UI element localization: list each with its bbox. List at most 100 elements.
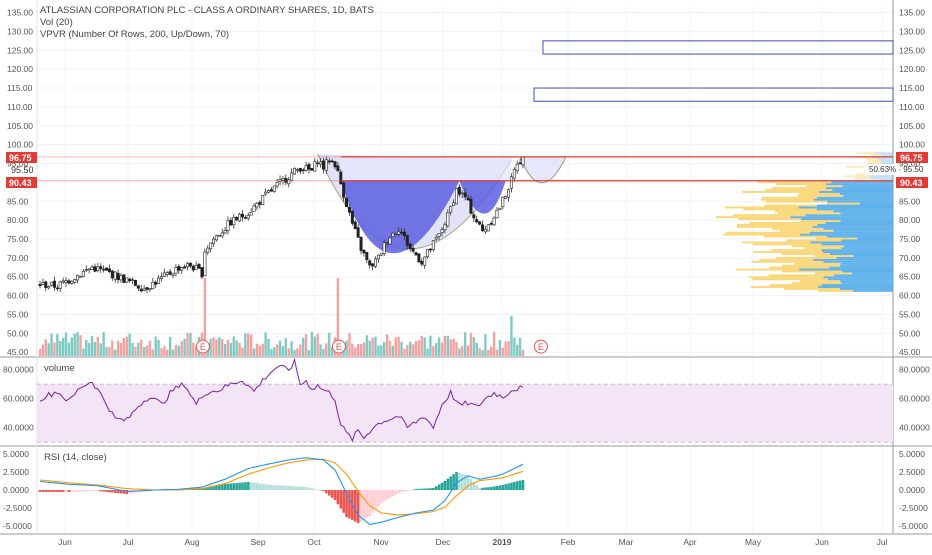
candle-body <box>269 189 273 192</box>
price-axis-tick-right: 60.00 <box>899 291 921 301</box>
macd-histogram-bar <box>105 490 108 492</box>
price-levels[interactable] <box>37 156 893 182</box>
handle-projection[interactable] <box>519 156 567 184</box>
volume-bar <box>328 332 331 356</box>
volume-profile-up-row <box>841 239 893 242</box>
macd-histogram-bar <box>119 490 123 494</box>
macd-histogram-bar <box>298 486 302 490</box>
macd-histogram-bar <box>518 480 522 490</box>
macd-histogram-bar <box>238 482 241 490</box>
target-box-113[interactable] <box>533 87 894 102</box>
volume-profile-up-row <box>816 208 893 211</box>
volume-bar <box>168 336 172 356</box>
cup-fill[interactable] <box>340 180 460 254</box>
macd-histogram-bar <box>50 490 53 493</box>
macd-histogram-bar <box>362 490 366 520</box>
macd-histogram-bar <box>90 490 94 492</box>
volume-bar <box>56 333 59 356</box>
volume-profile-up-row <box>812 225 893 228</box>
macd-axis-tick-right: 0.0000 <box>899 485 925 495</box>
volume-profile-up-row <box>831 181 893 184</box>
volume-profile-up-row <box>881 159 893 162</box>
macd-histogram-bar <box>58 490 62 493</box>
volume-profile-up-row <box>878 158 893 160</box>
target-boxes[interactable] <box>533 40 894 102</box>
candle-body <box>73 279 77 283</box>
candle-body <box>232 216 236 225</box>
volume-bar <box>151 349 154 356</box>
candle-body <box>44 281 48 288</box>
volume-bar <box>140 339 143 356</box>
macd-histogram-bar <box>440 482 444 490</box>
candle-body <box>252 205 256 212</box>
earnings-marker[interactable] <box>195 339 210 354</box>
macd-histogram-bar <box>507 483 510 490</box>
cup-and-handle[interactable] <box>317 153 567 254</box>
volume-bar <box>241 347 244 356</box>
volume-bar <box>102 332 105 356</box>
macd-histogram-bar <box>495 485 499 490</box>
volume-profile-up-row <box>840 212 893 215</box>
candle-body <box>151 281 155 290</box>
cup-right-fill[interactable] <box>459 180 506 214</box>
volume-profile-up-row <box>817 223 893 226</box>
cup-rim-band[interactable] <box>340 156 512 181</box>
candle-body <box>278 179 282 182</box>
volume-bar <box>273 347 276 356</box>
candle-body <box>321 160 325 170</box>
candle-body <box>388 237 392 245</box>
macd-histogram-bar <box>275 485 279 490</box>
candle-body <box>159 276 163 279</box>
macd-histogram-bar <box>478 487 481 490</box>
candle-body <box>67 280 71 284</box>
macd-histogram-bar <box>61 490 65 493</box>
rsi-axis-tick-left: 60.0000 <box>3 394 34 404</box>
volume-profile-up-row <box>853 254 893 257</box>
macd-histogram-bar <box>466 475 470 490</box>
candle-body <box>197 263 201 269</box>
earnings-marker[interactable] <box>533 339 548 354</box>
candle-body <box>449 206 453 213</box>
price-axis-tick-left: 110.00 <box>7 102 33 112</box>
volume-profile-down-row <box>760 198 814 201</box>
volume-profile-down-row <box>763 235 827 238</box>
volume-profile-down-row <box>772 187 827 190</box>
earnings-marker[interactable] <box>331 339 346 354</box>
target-box-125[interactable] <box>542 40 894 55</box>
candle-body <box>223 230 227 234</box>
volume-bar <box>481 349 484 356</box>
candle-body <box>400 231 404 234</box>
volume-profile-down-row <box>725 231 810 234</box>
volume-profile-down-row <box>752 278 829 281</box>
volume-profile-down-row <box>792 245 845 248</box>
candle-body <box>272 185 276 192</box>
macd-histogram-bar <box>301 486 305 490</box>
candle-body <box>402 231 406 237</box>
volume-bar <box>105 347 108 356</box>
macd-histogram-bar <box>513 481 516 490</box>
price-axis-tick-left: 130.00 <box>7 26 33 36</box>
volume-bar <box>229 342 233 356</box>
time-axis-label: Feb <box>561 537 576 547</box>
candle-body <box>478 221 482 225</box>
volume-profile-up-row <box>870 177 893 180</box>
time-axis-label: Dec <box>435 537 451 547</box>
macd-histogram-bar <box>209 486 212 490</box>
volume-bar <box>261 343 264 356</box>
volume-profile-down-row <box>736 225 813 228</box>
macd-histogram-bar <box>244 482 247 490</box>
volume-bar <box>44 339 47 356</box>
candle-body <box>420 260 424 265</box>
candle-body <box>472 214 476 219</box>
volume-bar <box>400 341 403 356</box>
macd-histogram-bar <box>411 489 415 491</box>
volume-bar <box>426 348 429 356</box>
candle-body <box>240 213 244 218</box>
volume-bar <box>247 333 250 356</box>
macd-histogram-bar <box>67 490 71 493</box>
macd-histogram-bar <box>203 487 207 490</box>
macd-histogram-bar <box>38 490 42 493</box>
volume-bar <box>221 339 224 356</box>
